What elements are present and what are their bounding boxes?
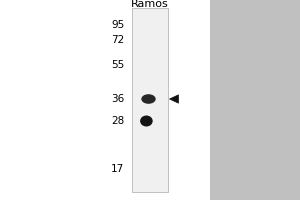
Ellipse shape	[140, 116, 153, 127]
Ellipse shape	[141, 94, 156, 104]
Text: 28: 28	[111, 116, 124, 126]
Text: 55: 55	[111, 60, 124, 70]
Polygon shape	[169, 95, 178, 103]
Bar	[0, 0, 210, 200]
Text: 17: 17	[111, 164, 124, 174]
Text: 72: 72	[111, 35, 124, 45]
Bar	[210, 0, 300, 200]
Bar	[132, 8, 168, 192]
Text: 95: 95	[111, 20, 124, 30]
Text: 36: 36	[111, 94, 124, 104]
Text: Ramos: Ramos	[131, 0, 169, 9]
